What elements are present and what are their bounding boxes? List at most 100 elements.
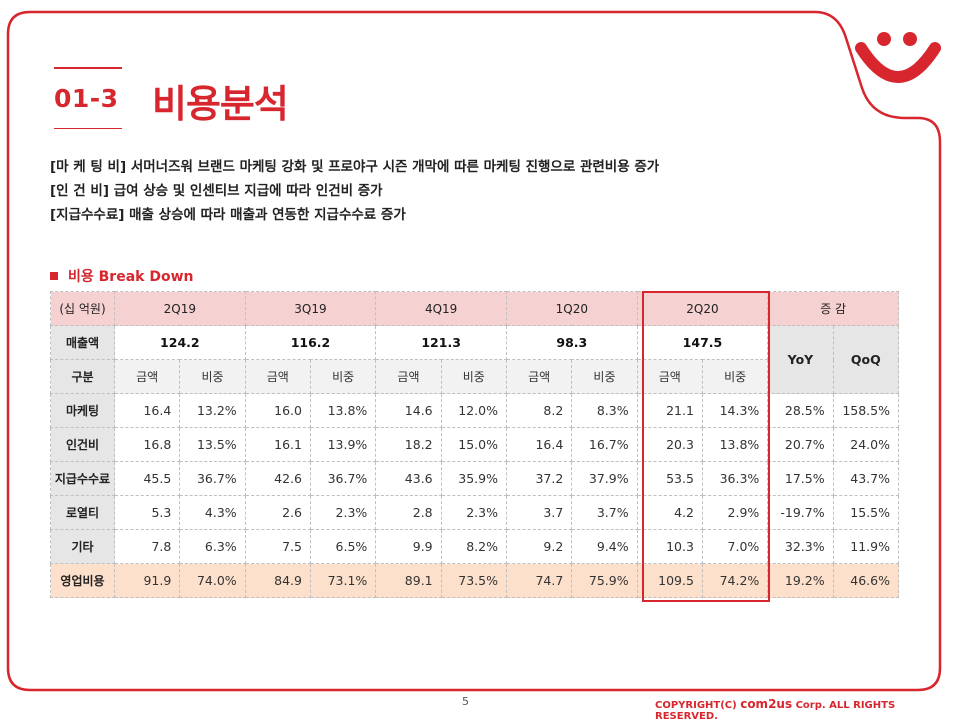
cost-breakdown-table: (십 억원) 2Q19 3Q19 4Q19 1Q20 2Q20 증 감 매출액 …: [50, 291, 900, 598]
table-cell: 36.3%: [701, 461, 769, 496]
table-cell: 6.3%: [179, 529, 246, 564]
table-cell: 37.9%: [571, 461, 638, 496]
bullet-labor: [인 건 비] 급여 상승 및 인센티브 지급에 따라 인건비 증가: [50, 183, 383, 199]
table-cell: 16.4: [505, 427, 573, 462]
copyright-prefix: COPYRIGHT(C): [655, 700, 741, 711]
table-cell: -19.7%: [767, 495, 834, 530]
table-cell: 84.9: [244, 563, 311, 598]
share-header: 비중: [701, 359, 769, 394]
table-cell: 2.9%: [701, 495, 769, 530]
table-cell: 15.0%: [440, 427, 507, 462]
table-cell: 8.2%: [440, 529, 507, 564]
table-cell: 42.6: [244, 461, 311, 496]
table-cell: 43.6: [375, 461, 442, 496]
table-cell: 4.3%: [179, 495, 246, 530]
table-cell: 9.9: [375, 529, 442, 564]
table-cell: 15.5%: [832, 495, 900, 530]
quarter-header: 3Q19: [244, 291, 377, 326]
table-cell: 28.5%: [767, 393, 834, 428]
table-cell: 13.8%: [309, 393, 377, 428]
quarter-header: 2Q20: [636, 291, 769, 326]
yoy-header: YoY: [767, 325, 834, 394]
table-row: 인건비 16.8 13.5% 16.1 13.9% 18.2 15.0% 16.4 16.7% 2…: [50, 427, 900, 462]
table-cell: 5.3: [113, 495, 181, 530]
copyright: COPYRIGHT(C) com2us Corp. ALL RIGHTS RES…: [655, 697, 953, 722]
table-cell: 2.3%: [309, 495, 377, 530]
table-header-row: (십 억원) 2Q19 3Q19 4Q19 1Q20 2Q20 증 감: [50, 291, 899, 326]
bullet-fees: [지급수수료] 매출 상승에 따라 매출과 연동한 지급수수료 증가: [50, 207, 406, 223]
table-cell: 36.7%: [309, 461, 377, 496]
table-cell: 73.5%: [440, 563, 507, 598]
amount-header: 금액: [244, 359, 311, 394]
table-cell: 24.0%: [832, 427, 900, 462]
quarter-header: 4Q19: [375, 291, 507, 326]
unit-label: (십 억원): [50, 291, 115, 326]
table-cell: 73.1%: [309, 563, 377, 598]
table-row: 로열티 5.3 4.3% 2.6 2.3% 2.8 2.3% 3.7 3.7% 4.2 2.9% -1…: [50, 495, 900, 530]
share-header: 비중: [309, 359, 377, 394]
table-cell: 2.8: [375, 495, 442, 530]
table-cell: 16.4: [113, 393, 181, 428]
row-label: 인건비: [50, 427, 115, 462]
table-cell: 46.6%: [832, 563, 900, 598]
section-number: 01-3: [54, 84, 119, 113]
bullet-list: [마 케 팅 비] 서머너즈워 브랜드 마케팅 강화 및 프로야구 시즌 개막에…: [50, 155, 659, 227]
table-cell: 3.7: [505, 495, 573, 530]
subheader-row: 구분 금액 비중 금액 비중 금액 비중 금액 비중 금액 비중: [50, 359, 899, 394]
table-cell: 9.4%: [571, 529, 638, 564]
table-cell: 13.5%: [179, 427, 246, 462]
smile-logo-icon: [855, 32, 941, 83]
table-cell: 89.1: [375, 563, 442, 598]
total-row: 영업비용 91.9 74.0% 84.9 73.1% 89.1 73.5% 74.7 75.9%…: [50, 563, 900, 598]
table-cell: 7.0%: [701, 529, 769, 564]
row-label: 로열티: [50, 495, 115, 530]
table-cell: 12.0%: [440, 393, 507, 428]
page-title: 비용분석: [152, 82, 289, 126]
table-cell: 53.5: [636, 461, 703, 496]
table-cell: 9.2: [505, 529, 573, 564]
table-cell: 13.2%: [179, 393, 246, 428]
table-cell: 3.7%: [571, 495, 638, 530]
table-cell: 6.5%: [309, 529, 377, 564]
table-cell: 36.7%: [179, 461, 246, 496]
quarter-header: 2Q19: [114, 291, 246, 326]
table-cell: 2.6: [244, 495, 311, 530]
section-line-bottom: [54, 128, 122, 129]
revenue-row: 매출액 124.2 116.2 121.3 98.3 147.5 YoY QoQ: [50, 325, 900, 394]
table-cell: 16.7%: [571, 427, 638, 462]
table-cell: 16.8: [113, 427, 181, 462]
quarter-header: 1Q20: [505, 291, 638, 326]
row-label: 기타: [50, 529, 115, 564]
table-cell: 2.3%: [440, 495, 507, 530]
table-body: 마케팅 16.4 13.2% 16.0 13.8% 14.6 12.0% 8.2 8.3% 21.…: [50, 393, 900, 598]
table-row: 지급수수료 45.5 36.7% 42.6 36.7% 43.6 35.9% 37.2 37.9…: [50, 461, 900, 496]
table-cell: 158.5%: [832, 393, 900, 428]
revenue-value: 116.2: [244, 325, 377, 360]
table-cell: 19.2%: [767, 563, 834, 598]
table-cell: 16.1: [244, 427, 311, 462]
revenue-value: 121.3: [375, 325, 507, 360]
table-cell: 16.0: [244, 393, 311, 428]
table-cell: 7.5: [244, 529, 311, 564]
bullet-marketing: [마 케 팅 비] 서머너즈워 브랜드 마케팅 강화 및 프로야구 시즌 개막에…: [50, 159, 660, 175]
table-cell: 43.7%: [832, 461, 900, 496]
table-cell: 8.2: [505, 393, 573, 428]
row-label: 마케팅: [50, 393, 115, 428]
division-label: 구분: [50, 359, 115, 394]
row-label: 영업비용: [50, 563, 115, 598]
row-label: 지급수수료: [50, 461, 115, 496]
amount-header: 금액: [113, 359, 181, 394]
revenue-value: 124.2: [114, 325, 246, 360]
table-cell: 32.3%: [767, 529, 834, 564]
share-header: 비중: [179, 359, 246, 394]
page-number: 5: [462, 695, 469, 708]
square-bullet-icon: [50, 272, 58, 280]
table-cell: 4.2: [636, 495, 703, 530]
highlight-2q20-box: [642, 291, 770, 602]
table-cell: 74.7: [505, 563, 573, 598]
sub-heading-text: 비용 Break Down: [68, 269, 194, 285]
table-cell: 109.5: [636, 563, 703, 598]
table-cell: 10.3: [636, 529, 703, 564]
table-row: 기타 7.8 6.3% 7.5 6.5% 9.9 8.2% 9.2 9.4% 10.3 7.0% 32…: [50, 529, 900, 564]
